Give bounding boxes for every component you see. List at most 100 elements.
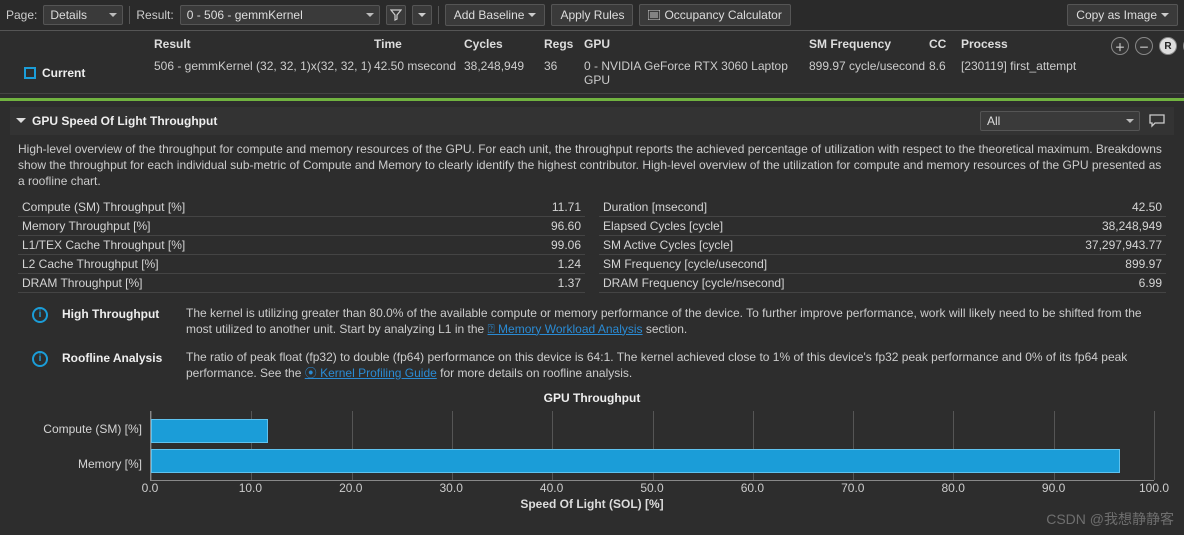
chart-xtick: 60.0: [741, 481, 764, 495]
info-icon: i: [32, 351, 48, 367]
metric-row: Elapsed Cycles [cycle] 38,248,949: [599, 217, 1166, 236]
val-gpu: 0 - NVIDIA GeForce RTX 3060 Laptop GPU: [584, 59, 809, 87]
metric-value: 42.50: [1132, 200, 1162, 214]
separator: [438, 6, 439, 24]
col-cycles: Cycles: [464, 37, 544, 55]
val-regs: 36: [544, 59, 584, 87]
metric-key: Compute (SM) Throughput [%]: [22, 200, 185, 214]
page-label: Page:: [6, 8, 37, 22]
metric-value: 96.60: [551, 219, 581, 233]
result-data-row: Current 506 - gemmKernel (32, 32, 1)x(32…: [0, 57, 1184, 94]
apply-rules-button[interactable]: Apply Rules: [551, 4, 633, 26]
section-description: High-level overview of the throughput fo…: [10, 135, 1174, 196]
metric-row: DRAM Throughput [%] 1.37: [18, 274, 585, 293]
col-result: Result: [154, 37, 374, 55]
profiling-guide-link[interactable]: ⦿ Kernel Profiling Guide: [305, 366, 437, 380]
sol-section: GPU Speed Of Light Throughput All High-l…: [0, 107, 1184, 515]
section-title: GPU Speed Of Light Throughput: [32, 114, 217, 128]
chart-xtick: 70.0: [841, 481, 864, 495]
metric-row: L2 Cache Throughput [%]1.24: [18, 255, 585, 274]
chart-ylabels: Compute (SM) [%]Memory [%]: [30, 411, 150, 481]
metric-key: DRAM Throughput [%]: [22, 276, 143, 290]
separator: [129, 6, 130, 24]
chart-xtick: 90.0: [1042, 481, 1065, 495]
chart-plot-area: [150, 411, 1154, 481]
metric-row: Memory Throughput [%]96.60: [18, 217, 585, 236]
col-gpu: GPU: [584, 37, 809, 55]
col-process: Process: [961, 37, 1111, 55]
occupancy-calculator-button[interactable]: Occupancy Calculator: [639, 4, 790, 26]
add-icon[interactable]: ＋: [1111, 37, 1129, 55]
chart-xtick: 0.0: [142, 481, 159, 495]
metric-key: SM Active Cycles [cycle]: [603, 238, 733, 252]
val-time: 42.50 msecond: [374, 59, 464, 87]
add-baseline-button[interactable]: Add Baseline: [445, 4, 546, 26]
val-result: 506 - gemmKernel (32, 32, 1)x(32, 32, 1): [154, 59, 374, 87]
chart-xtick: 30.0: [440, 481, 463, 495]
metric-value: 11.71: [552, 200, 581, 214]
metric-value: 6.99: [1139, 276, 1162, 290]
metric-key: Duration [msecond]: [603, 200, 707, 214]
chart-xtick: 10.0: [239, 481, 262, 495]
metric-value: 99.06: [551, 238, 581, 252]
metrics-grid: Compute (SM) Throughput [%] 11.71 Memory T…: [10, 196, 1174, 297]
copy-as-image-button[interactable]: Copy as Image: [1067, 4, 1178, 26]
filter-dropdown-icon[interactable]: [412, 5, 432, 25]
chart-bar: [151, 419, 268, 443]
remove-icon[interactable]: －: [1135, 37, 1153, 55]
col-regs: Regs: [544, 37, 584, 55]
chart-xtick: 40.0: [540, 481, 563, 495]
note-high-throughput: i High Throughput The kernel is utilizin…: [10, 297, 1174, 341]
col-smfreq: SM Frequency: [809, 37, 929, 55]
metric-key: DRAM Frequency [cycle/nsecond]: [603, 276, 784, 290]
chart-xtick: 80.0: [942, 481, 965, 495]
page-select[interactable]: Details: [43, 5, 123, 25]
metric-value: 1.24: [558, 257, 581, 271]
chart-xtick: 50.0: [640, 481, 663, 495]
col-time: Time: [374, 37, 464, 55]
chart-bar: [151, 449, 1120, 473]
filter-icon[interactable]: [386, 5, 406, 25]
result-header-row: Result Time Cycles Regs GPU SM Frequency…: [0, 31, 1184, 57]
top-toolbar: Page: Details Result: 0 - 506 - gemmKern…: [0, 0, 1184, 31]
metric-key: Elapsed Cycles [cycle]: [603, 219, 723, 233]
metric-row: DRAM Frequency [cycle/nsecond] 6.99: [599, 274, 1166, 293]
current-color-icon: [24, 67, 36, 79]
chart-xaxis-label: Speed Of Light (SOL) [%]: [30, 497, 1154, 511]
comment-icon[interactable]: [1146, 111, 1168, 131]
val-process: [230119] first_attempt: [961, 59, 1111, 87]
note-roofline: i Roofline Analysis The ratio of peak fl…: [10, 341, 1174, 385]
metric-key: L1/TEX Cache Throughput [%]: [22, 238, 185, 252]
chart-xaxis: 0.010.020.030.040.050.060.070.080.090.01…: [150, 481, 1154, 495]
chart-title: GPU Throughput: [30, 391, 1154, 405]
chart-xtick: 100.0: [1139, 481, 1169, 495]
val-cc: 8.6: [929, 59, 961, 87]
section-accent-bar: [0, 98, 1184, 101]
current-marker: Current: [24, 59, 154, 87]
memory-workload-link[interactable]: ⍰ Memory Workload Analysis: [488, 322, 643, 336]
section-filter-select[interactable]: All: [980, 111, 1140, 131]
metric-row: L1/TEX Cache Throughput [%] 99.06: [18, 236, 585, 255]
section-header[interactable]: GPU Speed Of Light Throughput All: [10, 107, 1174, 135]
collapse-icon[interactable]: [16, 118, 26, 128]
info-icon: i: [32, 307, 48, 323]
metric-value: 37,297,943.77: [1085, 238, 1162, 252]
val-cycles: 38,248,949: [464, 59, 544, 87]
metric-value: 1.37: [558, 276, 581, 290]
result-label: Result:: [136, 8, 173, 22]
metric-key: SM Frequency [cycle/usecond]: [603, 257, 767, 271]
metric-row: SM Active Cycles [cycle] 37,297,943.77: [599, 236, 1166, 255]
metric-row: Duration [msecond] 42.50: [599, 198, 1166, 217]
metric-value: 899.97: [1125, 257, 1162, 271]
col-cc: CC: [929, 37, 961, 55]
metric-row: SM Frequency [cycle/usecond] 899.97: [599, 255, 1166, 274]
metric-row: Compute (SM) Throughput [%] 11.71: [18, 198, 585, 217]
chart-ylabel: Memory [%]: [30, 457, 142, 471]
calculator-icon: [648, 10, 660, 20]
chart-xtick: 20.0: [339, 481, 362, 495]
metric-value: 38,248,949: [1102, 219, 1162, 233]
val-smfreq: 899.97 cycle/usecond: [809, 59, 929, 87]
reset-icon[interactable]: R: [1159, 37, 1177, 55]
throughput-chart: GPU Throughput Compute (SM) [%]Memory [%…: [10, 385, 1174, 515]
result-select[interactable]: 0 - 506 - gemmKernel: [180, 5, 380, 25]
